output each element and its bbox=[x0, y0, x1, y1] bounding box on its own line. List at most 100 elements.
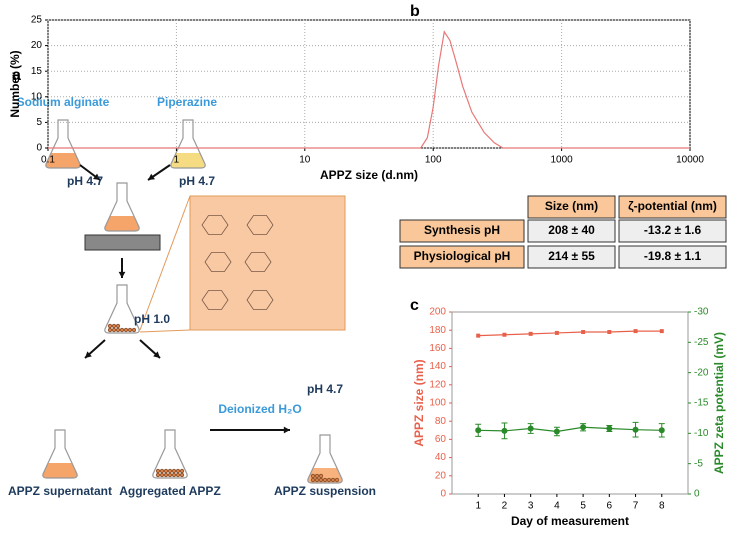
inset-lead bbox=[139, 195, 191, 331]
y2-tick-label: -5 bbox=[694, 458, 703, 469]
panel-label: b bbox=[410, 3, 420, 20]
y-tick-label: 10 bbox=[31, 91, 43, 102]
flask bbox=[104, 182, 140, 232]
point bbox=[606, 425, 613, 432]
point bbox=[501, 427, 508, 434]
y-tick-label: 0 bbox=[440, 489, 446, 500]
flask bbox=[104, 284, 140, 334]
column-header: ζ-potential (nm) bbox=[628, 199, 717, 213]
particle bbox=[123, 327, 129, 333]
point bbox=[528, 331, 533, 336]
x-axis-label: Day of measurement bbox=[511, 514, 629, 528]
cell-text: 208 ± 40 bbox=[548, 223, 595, 237]
y2-tick-label: -10 bbox=[694, 428, 709, 439]
point bbox=[527, 425, 534, 432]
x-tick-label: 3 bbox=[528, 501, 534, 512]
plot-frame bbox=[451, 311, 689, 495]
particle bbox=[334, 477, 340, 483]
y-tick-label: 15 bbox=[31, 66, 43, 77]
x-tick-label: 1 bbox=[174, 155, 180, 166]
particle bbox=[310, 477, 316, 483]
particle bbox=[119, 327, 125, 333]
y-tick-label: 180 bbox=[429, 325, 446, 336]
particle bbox=[171, 472, 177, 478]
point bbox=[476, 333, 481, 338]
y2-tick-label: -20 bbox=[694, 367, 709, 378]
inset-lead bbox=[139, 329, 191, 333]
particle bbox=[107, 323, 113, 329]
particle bbox=[167, 468, 173, 474]
flask-outline bbox=[152, 429, 188, 479]
x-tick-label: 10000 bbox=[676, 155, 704, 166]
particle bbox=[107, 327, 113, 333]
particle bbox=[111, 327, 117, 333]
flask bbox=[45, 119, 81, 169]
cell bbox=[527, 219, 616, 243]
point bbox=[554, 330, 559, 335]
cell-text: -13.2 ± 1.6 bbox=[644, 223, 702, 237]
point bbox=[553, 428, 560, 435]
flask bbox=[307, 434, 343, 484]
cell bbox=[618, 245, 727, 269]
ring bbox=[201, 215, 229, 235]
particle bbox=[179, 472, 185, 478]
ring bbox=[201, 290, 229, 310]
panel-label: a bbox=[12, 67, 21, 84]
cell bbox=[399, 219, 525, 243]
particle bbox=[175, 468, 181, 474]
y-tick-label: 120 bbox=[429, 379, 446, 390]
x-tick-label: 5 bbox=[580, 501, 586, 512]
particle bbox=[330, 477, 336, 483]
y2-tick-label: -25 bbox=[694, 337, 709, 348]
diagram-text: pH 4.7 bbox=[307, 382, 343, 396]
x-tick-label: 100 bbox=[425, 155, 442, 166]
y-tick-label: 0 bbox=[36, 143, 42, 154]
arrow-head bbox=[93, 173, 100, 180]
x-tick-label: 2 bbox=[502, 501, 508, 512]
series-line bbox=[478, 426, 662, 433]
y2-axis-label: APPZ zeta potential (mV) bbox=[712, 332, 726, 474]
panel-label: c bbox=[410, 297, 419, 314]
arrow-head bbox=[118, 271, 126, 278]
y-tick-label: 200 bbox=[429, 307, 446, 318]
point bbox=[475, 427, 482, 434]
particle bbox=[326, 477, 332, 483]
particle bbox=[111, 323, 117, 329]
x-tick-label: 6 bbox=[607, 501, 613, 512]
y2-tick-label: 0 bbox=[694, 489, 700, 500]
diagram-text: pH 4.7 bbox=[179, 174, 215, 188]
flask bbox=[170, 119, 206, 169]
x-tick-label: 10 bbox=[299, 155, 311, 166]
ring bbox=[204, 252, 232, 272]
x-axis-label: APPZ size (d.nm) bbox=[320, 168, 418, 182]
particle bbox=[163, 472, 169, 478]
y-tick-label: 160 bbox=[429, 343, 446, 354]
point bbox=[581, 330, 586, 335]
liquid bbox=[42, 463, 78, 478]
y-axis-label: Number (%) bbox=[8, 50, 22, 117]
header-cell bbox=[618, 195, 727, 219]
cell-text: 214 ± 55 bbox=[548, 249, 595, 263]
ring bbox=[244, 252, 272, 272]
liquid bbox=[170, 153, 206, 168]
y-tick-label: 40 bbox=[435, 452, 447, 463]
flask-outline bbox=[307, 434, 343, 484]
y-tick-label: 20 bbox=[31, 40, 43, 51]
flask-outline bbox=[104, 284, 140, 334]
particle bbox=[171, 468, 177, 474]
particle bbox=[163, 468, 169, 474]
diagram-text: pH 4.7 bbox=[67, 174, 103, 188]
arrow-head bbox=[85, 351, 92, 358]
particle bbox=[175, 472, 181, 478]
particle bbox=[322, 477, 328, 483]
arrow-head bbox=[283, 426, 290, 434]
series-line bbox=[478, 330, 662, 337]
y-tick-label: 60 bbox=[435, 434, 447, 445]
ring bbox=[246, 290, 274, 310]
cell-text: -19.8 ± 1.1 bbox=[644, 249, 702, 263]
particle bbox=[155, 468, 161, 474]
diagram-text: APPZ suspension bbox=[274, 484, 376, 498]
liquid bbox=[104, 216, 140, 231]
particle bbox=[131, 327, 137, 333]
